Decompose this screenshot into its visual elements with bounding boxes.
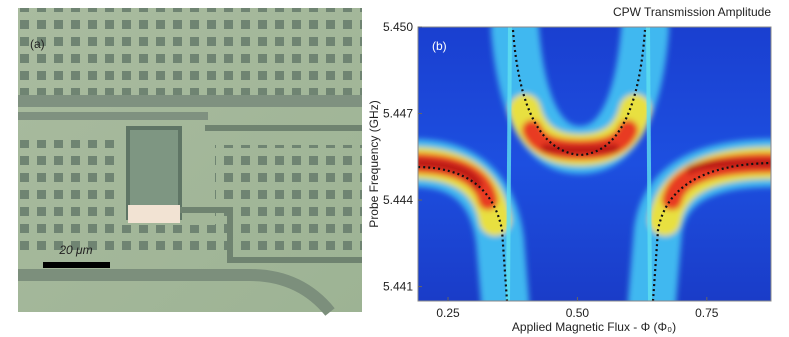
micrograph: (a) 20 μm [18, 8, 362, 316]
x-axis-label: Applied Magnetic Flux - Φ (Φ₀) [512, 320, 676, 334]
panel-label: (b) [432, 39, 447, 53]
y-tick-label: 5.450 [383, 20, 413, 34]
panel-label: (a) [30, 37, 45, 51]
scale-bar-label: 20 μm [58, 243, 92, 257]
y-tick-label: 5.447 [383, 107, 413, 121]
y-axis-label: Probe Frequency (GHz) [367, 100, 381, 227]
plot-frame [417, 26, 772, 302]
heatmap [418, 27, 771, 301]
chart-title: CPW Transmission Amplitude [613, 5, 771, 19]
x-tick-label: 0.75 [695, 306, 719, 320]
y-tick-label: 5.441 [383, 280, 413, 294]
x-tick-label: 0.50 [566, 306, 590, 320]
y-tick-label: 5.444 [383, 193, 413, 207]
x-tick-label: 0.25 [436, 306, 460, 320]
